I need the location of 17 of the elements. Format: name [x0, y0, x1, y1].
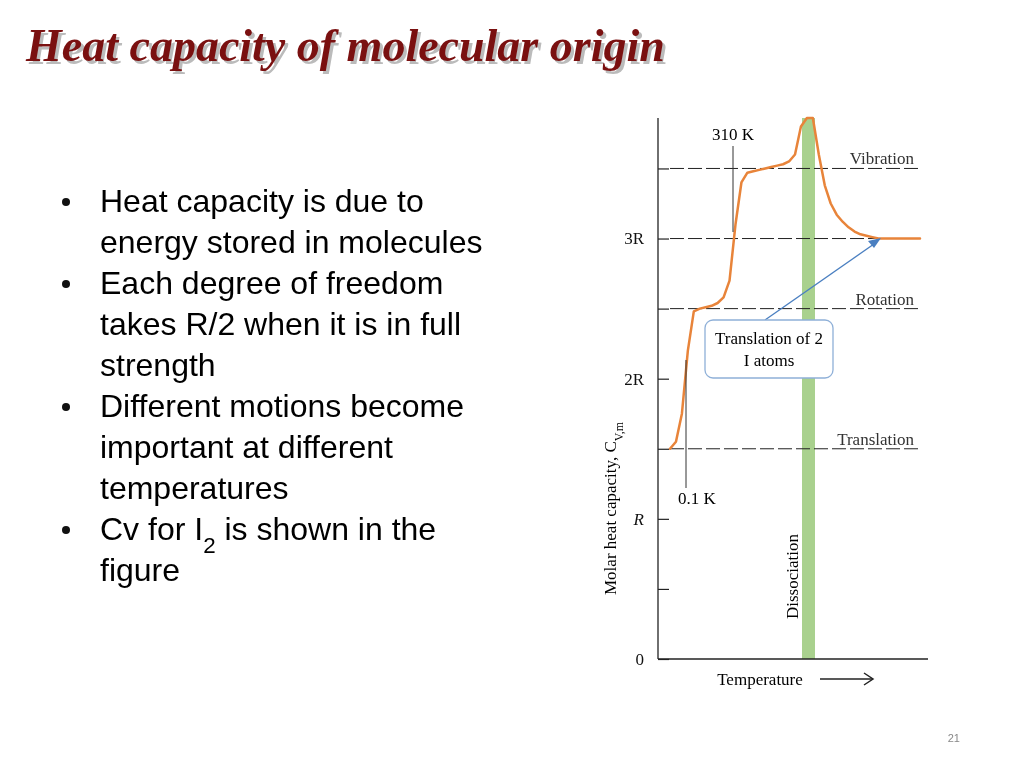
text: Cv for I$_{2}$ is shown in the figure [100, 511, 437, 588]
y-tick-label: R [632, 509, 645, 529]
line-series [668, 116, 922, 451]
ref-line-label: Vibration [849, 149, 915, 169]
y-tick-label: 3R [624, 229, 645, 249]
ref-line-label: Rotation [855, 289, 915, 309]
ref-line-label: Translation [837, 429, 915, 449]
annotation: Translation of 2 I atoms [715, 329, 823, 370]
text: 21 [947, 732, 960, 744]
x-axis-title: Temperature [717, 670, 803, 689]
annotation: 0.1 K [678, 489, 717, 508]
text: Each degree of freedom takes R/2 when it is in full strength [100, 265, 462, 383]
text: Heat capacity is due to energy stored in molecules [100, 183, 483, 260]
annotation: 310 K [711, 125, 755, 144]
y-tick-label: 2R [624, 369, 645, 389]
y-tick-label: 0 [635, 649, 644, 669]
annotation: Dissociation [783, 533, 802, 619]
